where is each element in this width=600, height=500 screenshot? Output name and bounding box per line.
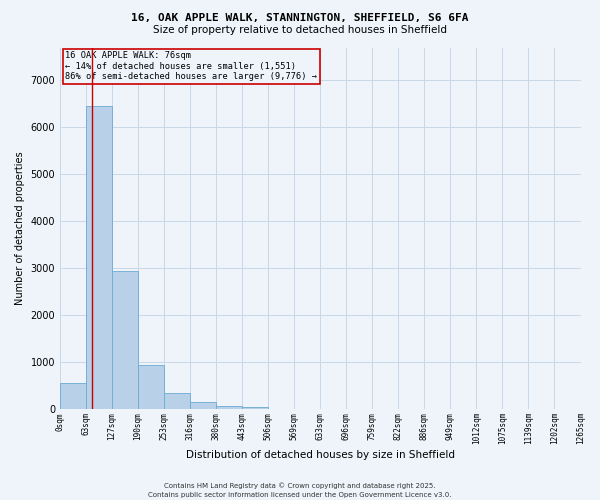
- Text: Contains public sector information licensed under the Open Government Licence v3: Contains public sector information licen…: [148, 492, 452, 498]
- Bar: [164, 393, 190, 409]
- Y-axis label: Number of detached properties: Number of detached properties: [15, 152, 25, 305]
- Text: 16 OAK APPLE WALK: 76sqm
← 14% of detached houses are smaller (1,551)
86% of sem: 16 OAK APPLE WALK: 76sqm ← 14% of detach…: [65, 51, 317, 81]
- Bar: [190, 402, 216, 409]
- Bar: [138, 364, 164, 410]
- Bar: [242, 407, 268, 410]
- Bar: [86, 106, 112, 410]
- Text: 16, OAK APPLE WALK, STANNINGTON, SHEFFIELD, S6 6FA: 16, OAK APPLE WALK, STANNINGTON, SHEFFIE…: [131, 12, 469, 22]
- X-axis label: Distribution of detached houses by size in Sheffield: Distribution of detached houses by size …: [186, 450, 455, 460]
- Text: Size of property relative to detached houses in Sheffield: Size of property relative to detached ho…: [153, 25, 447, 35]
- Bar: [60, 384, 86, 409]
- Bar: [216, 406, 242, 409]
- Text: Contains HM Land Registry data © Crown copyright and database right 2025.: Contains HM Land Registry data © Crown c…: [164, 482, 436, 489]
- Bar: [112, 270, 138, 409]
